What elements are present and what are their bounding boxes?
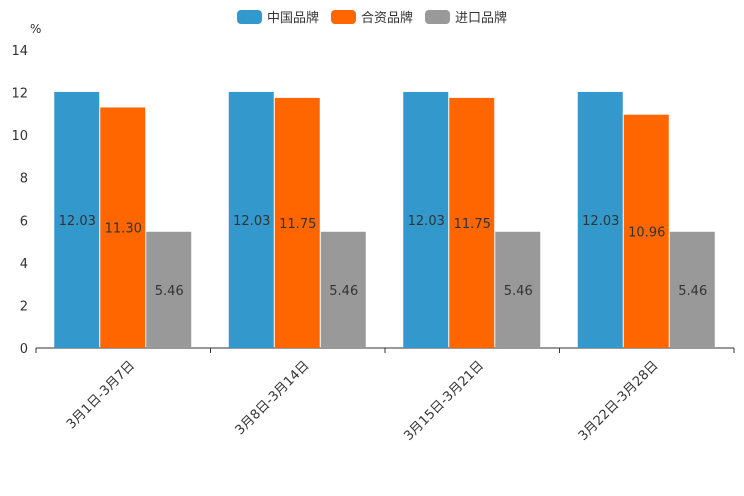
bar-0-3 xyxy=(577,91,623,348)
bar-value-label-1-1: 11.75 xyxy=(279,217,316,232)
y-tick-label-2: 4 xyxy=(20,257,28,272)
bar-value-label-0-3: 12.03 xyxy=(582,214,619,229)
y-axis-unit-label: % xyxy=(30,22,42,36)
bar-value-label-1-0: 11.30 xyxy=(105,222,142,237)
y-tick-label-4: 8 xyxy=(20,172,28,187)
legend-item-imported-brand[interactable]: 进口品牌 xyxy=(425,7,507,26)
y-tick-label-1: 2 xyxy=(20,299,28,314)
bar-value-label-2-3: 5.46 xyxy=(678,284,707,299)
bar-2-0 xyxy=(146,231,192,348)
legend-label-joint-venture-brand: 合资品牌 xyxy=(360,11,413,26)
bar-value-label-2-1: 5.46 xyxy=(329,284,358,299)
bar-value-label-0-2: 12.03 xyxy=(408,214,445,229)
bar-value-label-2-0: 5.46 xyxy=(155,284,184,299)
legend-swatch-china-brand xyxy=(236,9,262,24)
legend-label-china-brand: 中国品牌 xyxy=(266,11,319,26)
x-tick-label-0: 3月1日-3月7日 xyxy=(64,358,138,432)
legend-label-imported-brand: 进口品牌 xyxy=(455,11,508,26)
x-tick-label-2: 3月15日-3月21日 xyxy=(401,358,487,444)
bar-0-1 xyxy=(228,91,274,348)
bar-2-3 xyxy=(669,231,715,348)
bar-value-label-1-2: 11.75 xyxy=(454,217,491,232)
x-tick-label-1: 3月8日-3月14日 xyxy=(233,358,313,438)
bar-value-label-0-0: 12.03 xyxy=(59,214,96,229)
legend-item-china-brand[interactable]: 中国品牌 xyxy=(236,7,319,26)
legend-item-joint-venture-brand[interactable]: 合资品牌 xyxy=(330,7,413,26)
bar-1-3 xyxy=(623,114,669,348)
legend: 中国品牌 合资品牌 进口品牌 xyxy=(0,7,744,26)
x-tick-label-3: 3月22日-3月28日 xyxy=(576,358,662,444)
bar-2-1 xyxy=(320,231,366,348)
legend-swatch-imported-brand xyxy=(425,9,450,24)
bar-1-2 xyxy=(449,97,495,349)
bar-value-label-1-3: 10.96 xyxy=(628,225,665,240)
y-tick-label-3: 6 xyxy=(20,214,28,229)
bar-0-2 xyxy=(403,91,449,348)
bar-1-1 xyxy=(274,97,320,349)
y-tick-label-5: 10 xyxy=(11,129,28,144)
bar-1-0 xyxy=(100,107,146,348)
y-tick-label-0: 0 xyxy=(20,342,28,357)
bar-0-0 xyxy=(54,91,100,348)
bar-value-label-0-1: 12.03 xyxy=(233,214,270,229)
y-tick-label-7: 14 xyxy=(11,44,28,59)
y-tick-label-6: 12 xyxy=(11,87,28,102)
bar-value-label-2-2: 5.46 xyxy=(504,284,533,299)
bar-2-2 xyxy=(495,231,541,348)
legend-swatch-joint-venture-brand xyxy=(330,9,356,24)
